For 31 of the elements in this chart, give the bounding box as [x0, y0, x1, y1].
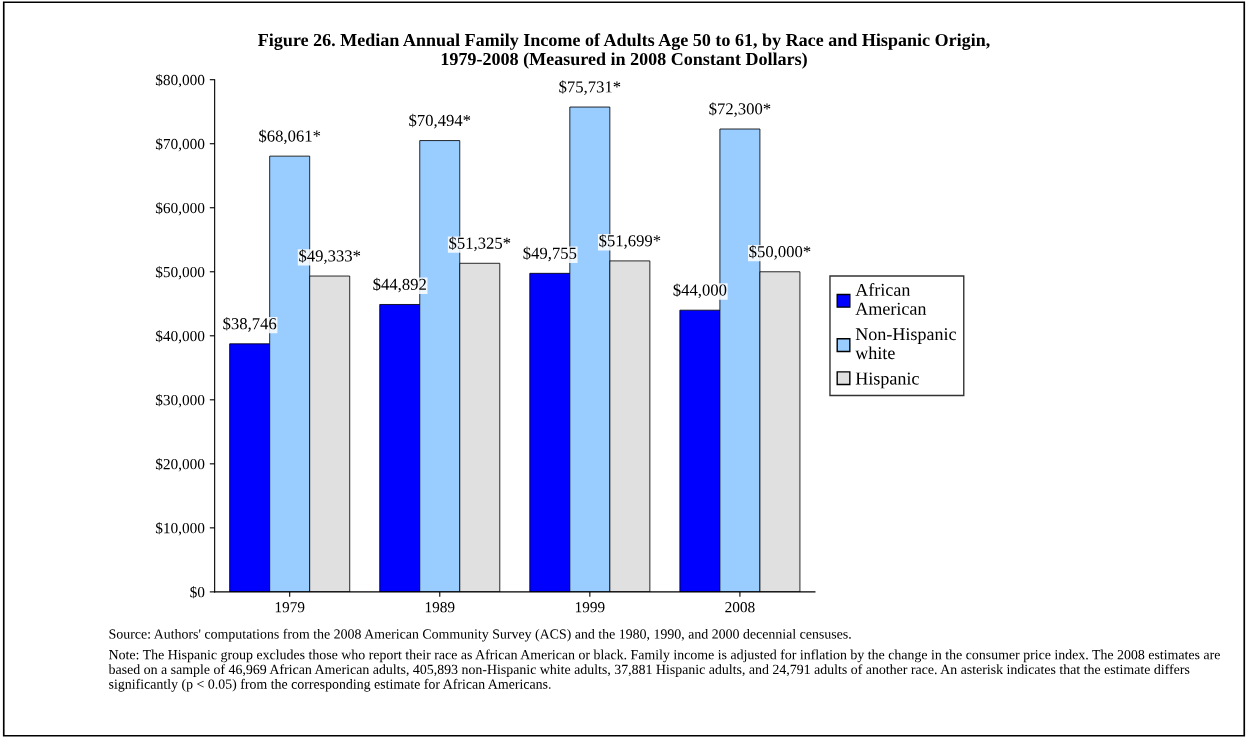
data-label: $44,892 — [373, 277, 426, 293]
data-label: $51,699* — [599, 234, 661, 249]
y-tick-label: $50,000 — [155, 266, 205, 280]
data-label: $70,494* — [409, 113, 471, 129]
x-tick-label: 1979 — [275, 602, 305, 613]
data-label: $49,333* — [299, 249, 361, 264]
x-tick-label: 2008 — [725, 602, 755, 613]
y-tick-label: $60,000 — [155, 201, 205, 216]
data-label: $51,325* — [449, 236, 511, 252]
data-label: $49,755 — [523, 246, 577, 262]
y-tick-label: $30,000 — [155, 394, 205, 408]
x-tick-label: 1999 — [575, 602, 605, 613]
y-tick-label: $10,000 — [155, 522, 205, 536]
legend-label: Hispanic — [855, 372, 919, 389]
source-note: Source: Authors' computations from the 2008 American Community Survey (ACS) and the 1980, 1990, and 2000 decennial censuses. — [109, 628, 851, 642]
chart-title: Figure 26. Median Annual Family Income of Adults Age 50 to 61, by Race and Hispanic Origin, 1979-2008 (Measured in 2008 Constant Dollars) — [258, 33, 990, 69]
legend-label: African American — [855, 283, 927, 315]
data-label: $44,000 — [673, 283, 727, 299]
x-tick-label: 1989 — [425, 602, 455, 613]
y-tick-label: $80,000 — [155, 73, 205, 88]
y-tick-label: $0 — [190, 586, 205, 599]
data-label: $50,000* — [749, 245, 811, 260]
data-label: $72,300* — [709, 102, 771, 117]
data-label: $68,061* — [259, 129, 321, 145]
text: Note: The Hispanic group excludes those who report their race as African American or black. Family income is adjusted for inflation by the change in the consumer price index. The 2008 estimates are based on a sample of 46,969 African American adults, 405,893 non-Hispanic white adults, 37,881 Hispanic adults, and 24,791 adults of another race. An asterisk indicates that the estimate differs significantly (p < 0.05) from the corresponding estimate for African Americans. — [108, 649, 1220, 692]
data-label: $38,746 — [223, 317, 277, 332]
y-tick-label: $20,000 — [155, 458, 205, 472]
y-tick-label: $40,000 — [155, 330, 205, 344]
data-label: $75,731* — [559, 80, 621, 95]
y-tick-label: $70,000 — [155, 137, 205, 152]
legend-label: Non-Hispanic white — [855, 328, 956, 360]
